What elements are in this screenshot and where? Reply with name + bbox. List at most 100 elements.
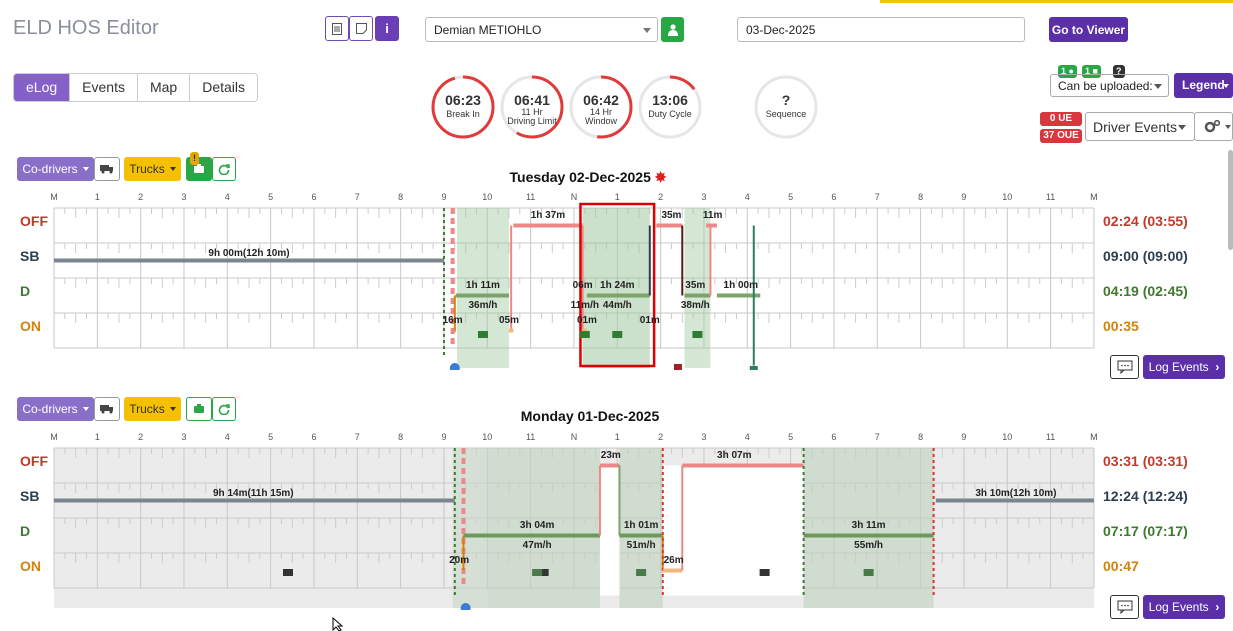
gauge-driving-label-1: 11 Hr [521, 107, 543, 117]
tab-elog[interactable]: eLog [14, 74, 71, 101]
tab-map[interactable]: Map [137, 74, 191, 101]
status-sb-label: SB [20, 488, 40, 504]
oue-badge[interactable]: 37 OUE [1040, 129, 1082, 143]
total-off: 03:31 (03:31) [1103, 453, 1188, 469]
hour-label: 6 [311, 432, 316, 442]
refresh-button-day-2[interactable] [212, 397, 236, 421]
total-d: 07:17 (07:17) [1103, 523, 1188, 539]
legend-label: Legend [1182, 78, 1225, 92]
trucks-button-day-1[interactable]: Trucks [124, 157, 181, 181]
hour-label: 5 [268, 432, 273, 442]
comment-button-day-2[interactable] [1110, 595, 1139, 619]
shaded-region [619, 448, 663, 608]
info-button[interactable]: i [375, 16, 399, 41]
segment-label: 1h 01m [624, 520, 659, 531]
truck-event-icon [612, 331, 623, 338]
segment-label: 38m/h [681, 300, 710, 311]
mouse-cursor-icon [332, 617, 344, 631]
hour-label: 6 [831, 192, 836, 202]
engine-icon [749, 366, 758, 370]
driver-profile-button[interactable] [661, 17, 684, 42]
refresh-button-day-1[interactable] [212, 157, 236, 181]
gauge-break-value: 06:23 [445, 92, 481, 108]
codrivers-button-day-2[interactable]: Co-drivers [17, 397, 94, 421]
hour-label: 7 [355, 192, 360, 202]
app-title: ELD HOS Editor [13, 17, 159, 39]
segment-label: 23m [601, 450, 621, 461]
hour-label: 9 [441, 192, 446, 202]
segment-label: 3h 07m [717, 450, 752, 461]
tab-details[interactable]: Details [190, 74, 257, 101]
view-tabs: eLog Events Map Details [13, 73, 258, 102]
codrivers-button-day-1[interactable]: Co-drivers [17, 157, 94, 181]
segment-label: 11m/h [571, 300, 599, 311]
segment-label: 1h 37m [531, 210, 566, 221]
hour-label: 4 [225, 432, 230, 442]
top-accent-bar [880, 0, 1233, 3]
driver-events-select[interactable]: Driver Events [1085, 112, 1195, 141]
segment-label: 06m [573, 280, 593, 291]
date-field[interactable]: 03-Dec-2025 [737, 17, 1025, 42]
hour-label: M [1090, 432, 1098, 442]
hour-label: 2 [658, 432, 663, 442]
go-to-viewer-button[interactable]: Go to Viewer [1049, 17, 1128, 42]
hour-label: 5 [788, 432, 793, 442]
truck-button-day-1[interactable] [94, 157, 120, 181]
hour-label: 2 [138, 192, 143, 202]
truck-button-day-2[interactable] [94, 397, 120, 421]
trucks-button-day-2[interactable]: Trucks [124, 397, 181, 421]
engine-button-day-2[interactable] [186, 397, 212, 421]
segment-label: 01m [640, 315, 660, 326]
segment-label: 20m [449, 555, 469, 566]
gauge-break-label: Break In [446, 109, 480, 119]
chevron-down-icon [1154, 84, 1162, 89]
hour-label: 4 [745, 432, 750, 442]
hos-graph-day-2[interactable]: M 1 2 3 4 5 6 7 8 9 10 11 N 1 2 3 4 5 6 7 8 9 10 11 M 23m 3h 07m 9h… [40, 430, 1110, 610]
truck-event-icon [863, 569, 874, 576]
shaded-region [456, 208, 509, 368]
hour-label: 5 [788, 192, 793, 202]
hour-label: 11 [1046, 432, 1055, 442]
truck-icon [100, 405, 113, 414]
legend-button[interactable]: Legend [1174, 73, 1233, 98]
hour-label: 1 [95, 192, 100, 202]
document-icon [332, 22, 342, 35]
refresh-icon [218, 164, 230, 175]
segment-label: 55m/h [854, 540, 883, 551]
total-on: 00:47 [1103, 558, 1139, 574]
hour-label: 5 [268, 192, 273, 202]
truck-event-icon [477, 331, 488, 338]
comment-button-day-1[interactable] [1110, 355, 1139, 379]
total-off: 02:24 (03:55) [1103, 213, 1188, 229]
settings-button[interactable] [1194, 112, 1233, 141]
hos-graph-day-1[interactable]: M 1 2 3 4 5 6 7 8 9 10 11 N 1 2 3 4 5 6 7 8 9 10 11 M 1h 37m 35m 11… [40, 190, 1110, 370]
hour-label: M [50, 432, 58, 442]
hour-label: 1 [95, 432, 100, 442]
ue-badge[interactable]: 0 UE [1040, 112, 1082, 126]
truck-icon [100, 165, 113, 174]
document-button[interactable] [325, 16, 349, 41]
hour-label: 1 [615, 432, 620, 442]
refresh-icon [218, 404, 230, 415]
note-button[interactable] [349, 16, 373, 41]
scrollbar[interactable] [1228, 150, 1233, 250]
warning-badge: ! [190, 152, 199, 165]
segment-label: 26m [664, 555, 684, 566]
upload-unknown-badge: ? [1113, 65, 1125, 78]
upload-select[interactable]: Can be uploaded: [1050, 74, 1169, 97]
hour-label: 11 [1046, 192, 1055, 202]
tab-events[interactable]: Events [70, 74, 138, 101]
log-events-button-day-1[interactable]: Log Events › [1143, 355, 1225, 379]
log-events-button-day-2[interactable]: Log Events › [1143, 595, 1225, 619]
segment-label: 11m [703, 210, 723, 221]
chevron-down-icon [1223, 84, 1229, 88]
segment-label: 3h 11m [852, 520, 886, 531]
hour-label: 2 [658, 192, 663, 202]
gears-icon [1204, 119, 1231, 133]
hour-label: 6 [831, 432, 836, 442]
driver-select[interactable]: Demian METIOHLO [425, 17, 658, 42]
hour-label: 9 [961, 432, 966, 442]
truck-event-icon [532, 569, 543, 576]
hour-label: 10 [1002, 432, 1012, 442]
shaded-region [684, 208, 711, 368]
